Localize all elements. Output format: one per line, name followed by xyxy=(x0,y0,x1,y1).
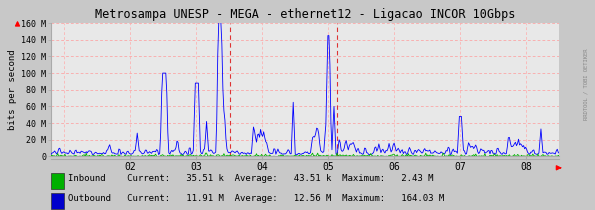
Title: Metrosampa UNESP - MEGA - ethernet12 - Ligacao INCOR 10Gbps: Metrosampa UNESP - MEGA - ethernet12 - L… xyxy=(95,8,515,21)
Text: RRDTOOL / TOBI OETIKER: RRDTOOL / TOBI OETIKER xyxy=(584,48,588,120)
Y-axis label: bits per second: bits per second xyxy=(8,50,17,130)
Text: Outbound   Current:   11.91 M  Average:   12.56 M  Maximum:   164.03 M: Outbound Current: 11.91 M Average: 12.56… xyxy=(68,194,444,203)
Text: Inbound    Current:   35.51 k  Average:   43.51 k  Maximum:   2.43 M: Inbound Current: 35.51 k Average: 43.51 … xyxy=(68,175,434,183)
